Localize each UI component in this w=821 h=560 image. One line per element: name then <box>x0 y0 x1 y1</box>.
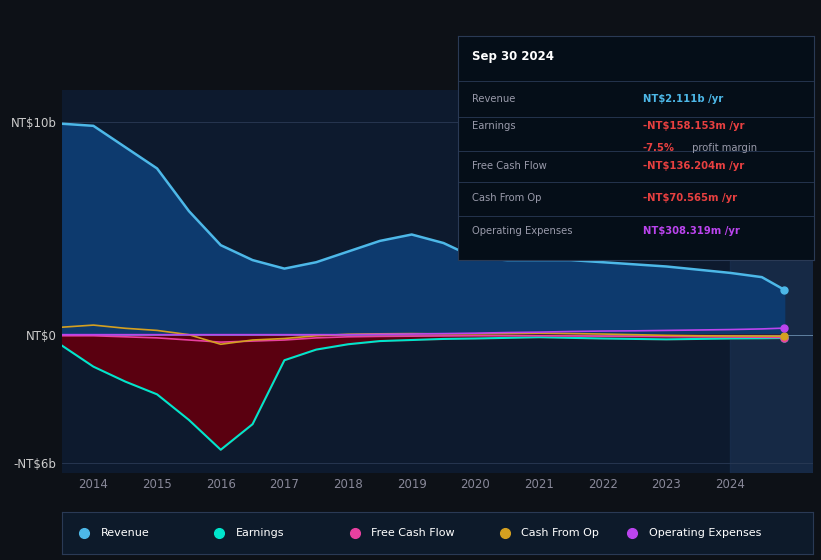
Text: Cash From Op: Cash From Op <box>472 193 542 203</box>
Text: Cash From Op: Cash From Op <box>521 529 599 538</box>
Text: Operating Expenses: Operating Expenses <box>472 226 573 236</box>
Text: Earnings: Earnings <box>472 121 516 131</box>
Bar <box>730 90 813 473</box>
Text: Free Cash Flow: Free Cash Flow <box>472 161 547 171</box>
Text: profit margin: profit margin <box>689 143 757 153</box>
Text: Operating Expenses: Operating Expenses <box>649 529 761 538</box>
Text: -NT$70.565m /yr: -NT$70.565m /yr <box>643 193 737 203</box>
Text: Sep 30 2024: Sep 30 2024 <box>472 50 554 63</box>
Text: Revenue: Revenue <box>472 94 516 104</box>
Text: NT$2.111b /yr: NT$2.111b /yr <box>643 94 723 104</box>
Text: Free Cash Flow: Free Cash Flow <box>371 529 455 538</box>
Text: Earnings: Earnings <box>236 529 284 538</box>
Text: Revenue: Revenue <box>101 529 149 538</box>
Text: -7.5%: -7.5% <box>643 143 675 153</box>
Text: -NT$158.153m /yr: -NT$158.153m /yr <box>643 121 745 131</box>
Text: NT$308.319m /yr: NT$308.319m /yr <box>643 226 740 236</box>
Text: -NT$136.204m /yr: -NT$136.204m /yr <box>643 161 744 171</box>
